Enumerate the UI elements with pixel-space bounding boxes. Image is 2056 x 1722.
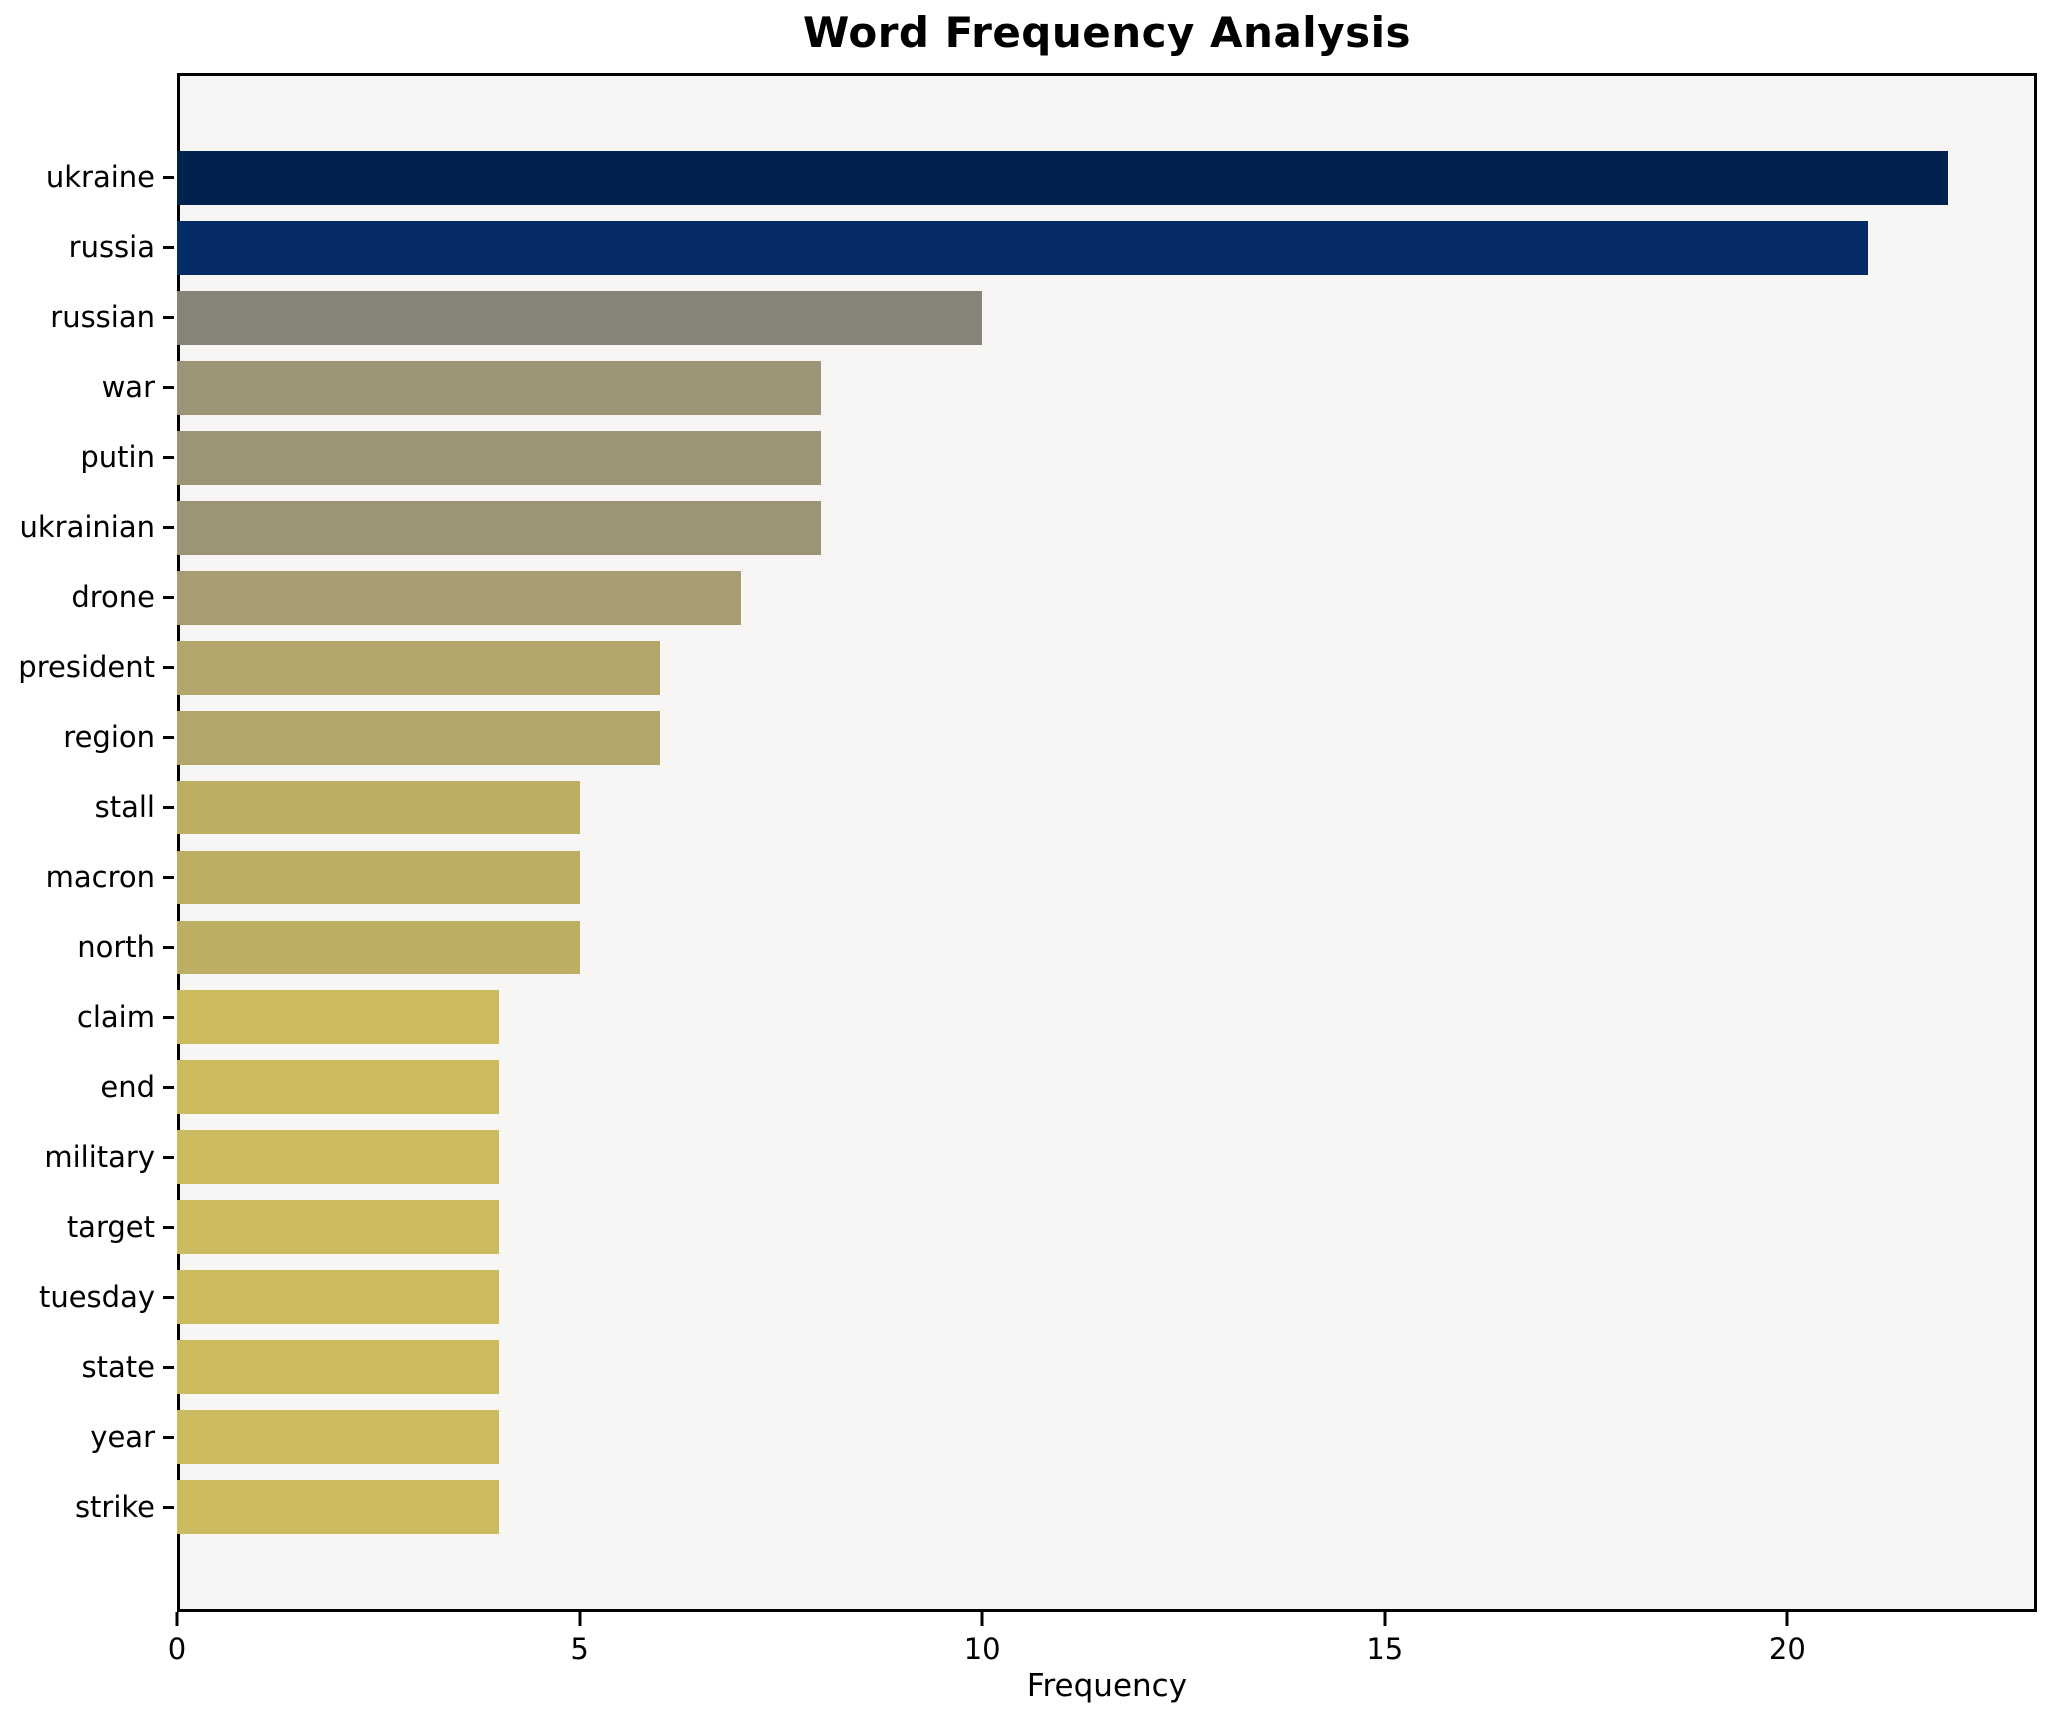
y-tick-mark	[163, 246, 174, 250]
y-tick-mark	[163, 526, 174, 530]
bar-row: state	[82, 1332, 2037, 1402]
bar-row: president	[18, 633, 2037, 703]
frequency-bar	[177, 1410, 500, 1465]
frequency-bar	[177, 640, 661, 695]
x-tick-label: 20	[1768, 1632, 1806, 1666]
category-label: president	[18, 650, 155, 685]
bar-row: year	[90, 1402, 2037, 1472]
category-label: russia	[68, 230, 155, 265]
bar-row: north	[77, 912, 2037, 982]
y-tick-mark	[163, 876, 174, 879]
frequency-bar	[177, 290, 983, 345]
category-label: russian	[50, 300, 155, 335]
frequency-bar	[177, 1200, 500, 1255]
category-label: region	[63, 720, 155, 755]
frequency-bar	[177, 850, 580, 905]
y-tick-mark	[163, 456, 174, 460]
frequency-bar	[177, 1480, 500, 1535]
y-tick-mark	[163, 1435, 174, 1439]
frequency-bar	[177, 151, 1949, 205]
x-tick-label: 5	[570, 1632, 589, 1666]
bar-row: macron	[46, 843, 2037, 913]
frequency-bar	[177, 1130, 500, 1185]
bar-row: ukrainian	[19, 493, 2037, 563]
bar-row: ukraine	[46, 143, 2037, 213]
y-tick-mark	[163, 596, 174, 600]
y-tick-mark	[163, 1225, 174, 1229]
bar-row: target	[67, 1192, 2037, 1262]
x-tick-mark	[578, 1612, 582, 1626]
y-tick-mark	[163, 316, 174, 320]
x-axis: 0 5 10 15 20	[168, 1612, 2037, 1682]
category-label: ukraine	[45, 160, 155, 195]
chart-title: Word Frequency Analysis	[803, 8, 1411, 57]
y-tick-mark	[163, 1085, 174, 1089]
y-tick-mark	[163, 1365, 174, 1369]
frequency-bar	[177, 1340, 500, 1395]
bar-row: claim	[77, 982, 2037, 1052]
category-label: ukrainian	[19, 510, 155, 545]
x-tick-mark	[1785, 1612, 1789, 1626]
bar-row: drone	[71, 563, 2037, 633]
frequency-bar	[177, 221, 1868, 275]
y-tick-mark	[163, 176, 174, 180]
x-tick-label: 10	[963, 1632, 1001, 1666]
category-label: claim	[76, 999, 155, 1034]
bar-row: strike	[75, 1472, 2037, 1542]
bar-row: tuesday	[39, 1262, 2037, 1332]
category-label: tuesday	[38, 1279, 155, 1314]
bar-row: putin	[80, 423, 2037, 493]
frequency-bar	[177, 1060, 500, 1115]
y-tick-mark	[163, 666, 174, 670]
x-tick-mark	[1383, 1612, 1387, 1626]
category-label: putin	[80, 440, 155, 475]
x-tick-label: 15	[1366, 1632, 1404, 1666]
frequency-bar	[177, 710, 661, 765]
x-axis-label: Frequency	[1026, 1668, 1188, 1704]
bar-row: russia	[69, 213, 2037, 283]
category-label: military	[44, 1139, 155, 1174]
category-label: north	[77, 929, 155, 964]
y-tick-mark	[163, 945, 174, 949]
y-tick-mark	[163, 736, 174, 740]
y-tick-mark	[163, 1295, 174, 1299]
x-tick-mark	[980, 1612, 984, 1626]
y-tick-mark	[163, 1015, 174, 1019]
category-label: year	[90, 1419, 155, 1454]
category-label: target	[66, 1209, 155, 1244]
frequency-bar	[177, 920, 580, 975]
bar-rows-container: ukraine russia russian war putin ukrainian dro…	[18, 73, 2037, 1612]
y-tick-mark	[163, 386, 174, 390]
x-tick-mark	[175, 1612, 179, 1626]
frequency-bar	[177, 780, 580, 835]
category-label: strike	[74, 1489, 155, 1524]
y-tick-mark	[163, 1505, 174, 1509]
bar-row: russian	[50, 283, 2037, 353]
frequency-bar	[177, 990, 500, 1045]
bar-row: stall	[95, 773, 2037, 843]
frequency-bar	[177, 570, 741, 625]
category-label: macron	[45, 860, 155, 894]
x-tick-label: 0	[167, 1632, 187, 1666]
bar-row: end	[100, 1052, 2037, 1122]
frequency-bar	[177, 430, 822, 485]
y-tick-mark	[163, 1155, 174, 1159]
bar-row: war	[102, 353, 2037, 423]
frequency-bar	[177, 500, 822, 555]
category-label: end	[100, 1069, 155, 1104]
bar-row: military	[44, 1122, 2037, 1192]
category-label: stall	[94, 790, 155, 825]
frequency-bar	[177, 1270, 500, 1325]
category-label: state	[81, 1349, 155, 1384]
category-label: drone	[71, 580, 155, 615]
frequency-bar	[177, 360, 822, 415]
y-tick-mark	[163, 806, 174, 810]
bar-row: region	[63, 703, 2037, 773]
category-label: war	[101, 370, 155, 405]
